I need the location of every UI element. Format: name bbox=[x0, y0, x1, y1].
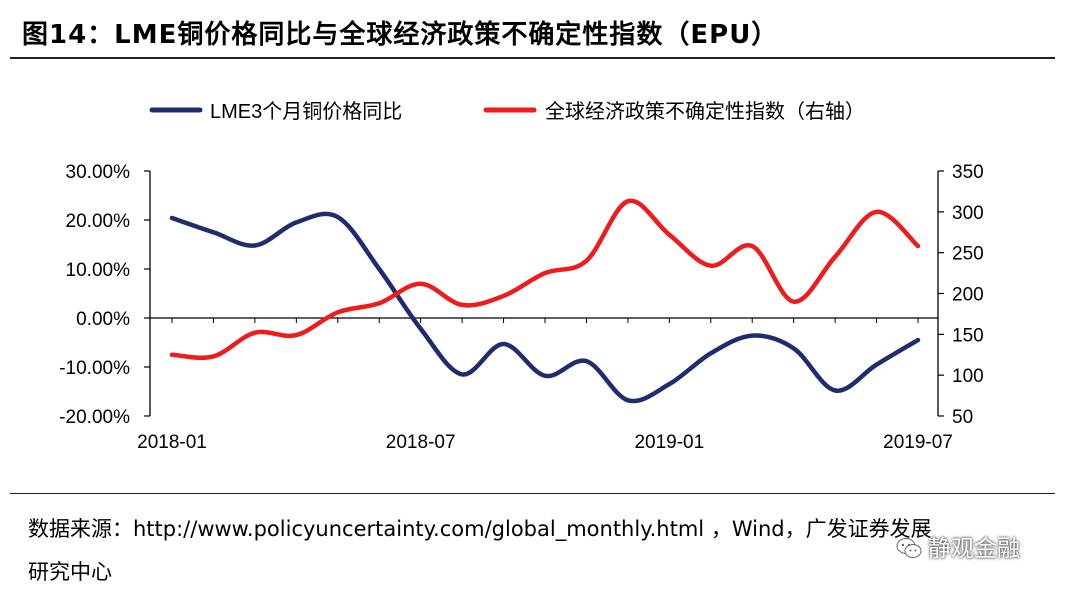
wechat-icon bbox=[896, 538, 922, 558]
watermark-text: 静观金融 bbox=[928, 536, 1020, 562]
left-tick-label: 10.00% bbox=[66, 260, 131, 281]
legend-label: 全球经济政策不确定性指数（右轴） bbox=[545, 100, 865, 123]
source-line2: 研究中心 bbox=[28, 560, 112, 584]
figure-title: 图14：LME铜价格同比与全球经济政策不确定性指数（EPU） bbox=[22, 20, 779, 50]
series-line-lme-copper-yoy bbox=[169, 211, 921, 404]
left-tick-label: -20.00% bbox=[59, 407, 130, 428]
x-tick-label: 2019-07 bbox=[883, 432, 953, 453]
watermark: 静观金融 bbox=[896, 529, 1020, 563]
left-tick-label: -10.00% bbox=[59, 358, 130, 379]
left-tick-label: 0.00% bbox=[76, 309, 130, 330]
x-tick-label: 2018-01 bbox=[137, 432, 207, 453]
source-prefix: 数据来源： bbox=[28, 517, 133, 541]
right-tick-label: 250 bbox=[952, 244, 984, 265]
x-tick-label: 2018-07 bbox=[386, 432, 456, 453]
chart-axes: -20.00% -10.00% 0.00% 10.00% 20.00% 30.00% 50 1… bbox=[59, 162, 983, 453]
source-note: 数据来源：http://www.policyuncertainty.com/gl… bbox=[28, 508, 1048, 594]
x-tick-label: 2019-01 bbox=[634, 432, 704, 453]
series-line-global-epu bbox=[169, 198, 921, 360]
source-rest: ，Wind，广发证券发展 bbox=[704, 517, 932, 541]
left-tick-label: 20.00% bbox=[66, 211, 131, 232]
chart-legend: LME3个月铜价格同比 全球经济政策不确定性指数（右轴） bbox=[149, 100, 865, 123]
legend-label: LME3个月铜价格同比 bbox=[210, 100, 402, 123]
right-tick-label: 350 bbox=[952, 162, 984, 183]
line-chart: LME3个月铜价格同比 全球经济政策不确定性指数（右轴） -20.00% -10.0… bbox=[59, 100, 983, 453]
right-tick-label: 200 bbox=[952, 285, 984, 306]
left-tick-label: 30.00% bbox=[66, 162, 131, 183]
right-tick-label: 300 bbox=[952, 203, 984, 224]
right-tick-label: 50 bbox=[952, 407, 973, 428]
right-tick-label: 100 bbox=[952, 366, 984, 387]
chart-lines bbox=[169, 198, 921, 404]
source-rule bbox=[10, 493, 1055, 494]
right-tick-label: 150 bbox=[952, 325, 984, 346]
source-url[interactable]: http://www.policyuncertainty.com/global_… bbox=[133, 517, 705, 541]
title-rule bbox=[10, 57, 1055, 59]
